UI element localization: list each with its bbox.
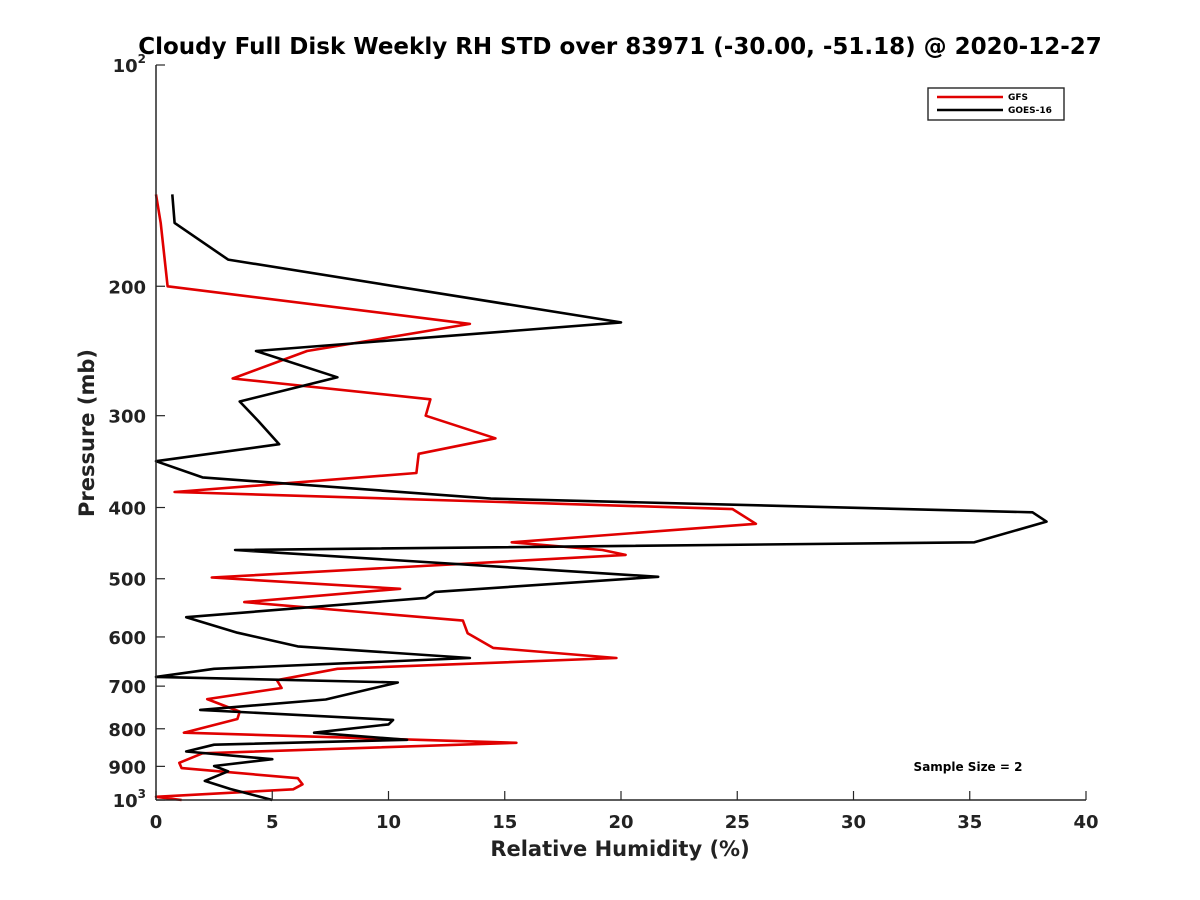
y-tick-label: 200: [108, 277, 146, 298]
series-line-goes16: [154, 194, 1048, 802]
x-tick-label: 35: [957, 812, 982, 833]
x-tick-label: 10: [376, 812, 401, 833]
y-tick-label: 400: [108, 499, 146, 520]
y-tick-label: 700: [108, 677, 146, 698]
y-tick-label: 300: [108, 407, 146, 428]
legend-label-goes16: GOES-16: [1008, 106, 1052, 116]
x-tick-label: 30: [841, 812, 866, 833]
legend-label-gfs: GFS: [1008, 93, 1028, 103]
y-tick-label: 500: [108, 570, 146, 591]
y-tick-label: 800: [108, 720, 146, 741]
legend-box: [927, 87, 1065, 121]
y-tick-label: 900: [108, 757, 146, 778]
chart-title: Cloudy Full Disk Weekly RH STD over 8397…: [138, 34, 1102, 60]
x-tick-label: 40: [1073, 812, 1098, 833]
x-axis-label: Relative Humidity (%): [490, 837, 749, 861]
x-axis-ticks: 0 5 10 15 20 25 30 35 40: [150, 791, 1099, 833]
x-tick-label: 0: [150, 812, 163, 833]
x-tick-label: 20: [608, 812, 633, 833]
y-tick-label: 102: [113, 52, 146, 77]
series-line-gfs: [154, 194, 758, 802]
x-tick-label: 5: [266, 812, 279, 833]
legend: GFS GOES-16: [927, 87, 1065, 121]
y-tick-label: 103: [113, 787, 146, 812]
x-tick-label: 15: [492, 812, 517, 833]
y-axis-label: Pressure (mb): [75, 349, 99, 517]
y-axis-ticks: 102 200 300 400 500 600 700 800 900 103: [108, 52, 165, 812]
y-tick-label: 600: [108, 628, 146, 649]
sample-size-annotation: Sample Size = 2: [914, 760, 1023, 774]
x-tick-label: 25: [725, 812, 750, 833]
plot-area: 0 5 10 15 20 25 30 35 40 102 200 300 400 500 600 700 80…: [108, 52, 1098, 833]
series-layer: [154, 194, 1048, 802]
